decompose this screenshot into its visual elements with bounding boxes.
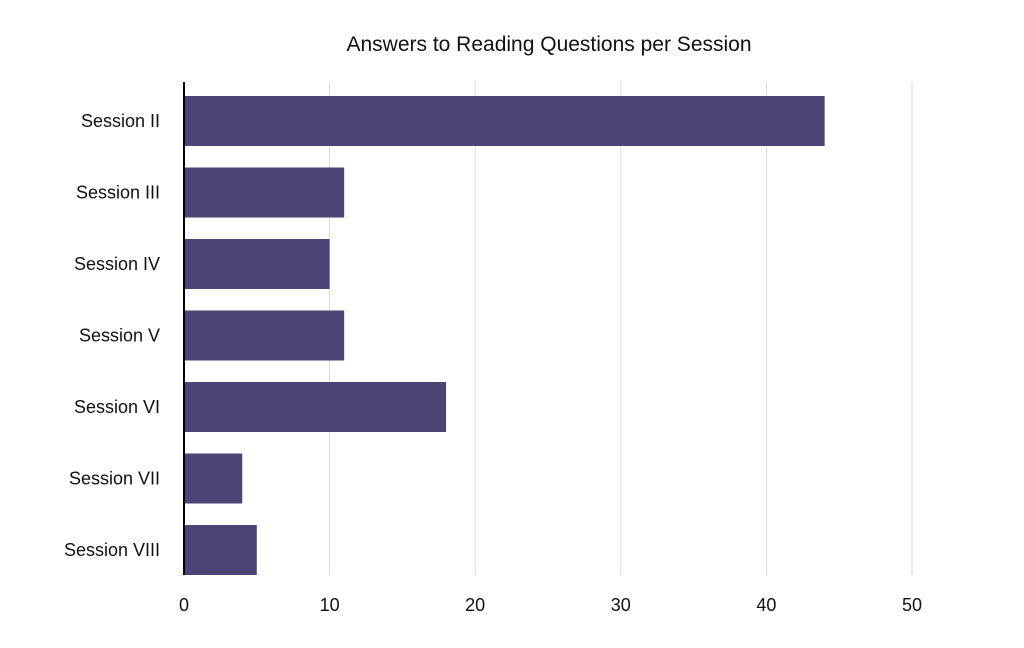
x-tick-label: 40: [756, 595, 776, 615]
y-category-label: Session III: [76, 183, 160, 203]
x-tick-label: 50: [902, 595, 922, 615]
y-category-label: Session V: [79, 326, 160, 346]
x-tick-label: 0: [179, 595, 189, 615]
labels: 0 10 20 30 40 50 Session II Session III Session …: [64, 111, 922, 615]
y-category-label: Session II: [81, 111, 160, 131]
bar-session-iv: [184, 239, 330, 289]
x-tick-label: 20: [465, 595, 485, 615]
bar-session-vi: [184, 382, 447, 432]
gridlines: [329, 82, 913, 575]
bar-session-iii: [184, 167, 345, 218]
bar-session-ii: [184, 96, 825, 146]
chart-title: Answers to Reading Questions per Session: [346, 33, 752, 56]
bar-session-vii: [184, 453, 243, 504]
bar-session-v: [184, 310, 345, 361]
x-tick-label: 10: [320, 595, 340, 615]
y-category-label: Session IV: [74, 254, 160, 274]
y-category-label: Session VII: [69, 469, 160, 489]
x-tick-label: 30: [611, 595, 631, 615]
bar-session-viii: [184, 525, 257, 575]
y-category-label: Session VI: [74, 397, 160, 417]
bars: [184, 96, 825, 575]
y-category-label: Session VIII: [64, 540, 160, 560]
